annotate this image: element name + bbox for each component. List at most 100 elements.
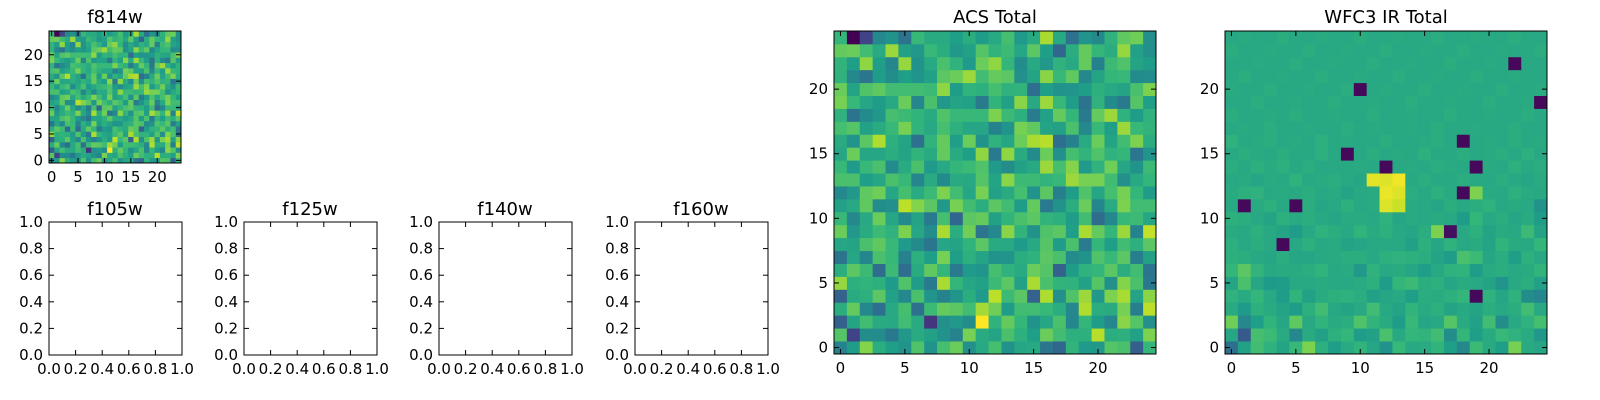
heatmap-cell <box>144 57 150 64</box>
heatmap-cell <box>91 147 97 153</box>
heatmap-cell <box>1379 121 1393 135</box>
heatmap-cell <box>846 56 861 71</box>
heatmap-cell <box>1340 160 1355 174</box>
heatmap-cell <box>1340 69 1355 84</box>
heatmap-cell <box>1379 56 1393 71</box>
heatmap-cell <box>1443 289 1458 303</box>
heatmap-cell <box>1014 69 1028 84</box>
heatmap-cell <box>1534 250 1548 264</box>
heatmap-cell <box>1104 224 1118 239</box>
heatmap-cell <box>1250 328 1265 342</box>
heatmap-cell <box>834 211 848 226</box>
heatmap-cell <box>872 237 886 252</box>
heatmap-cell <box>1482 341 1496 355</box>
heatmap-cell <box>117 41 124 48</box>
heatmap-cell <box>911 82 925 96</box>
heatmap-cell <box>1418 134 1432 148</box>
heatmap-cell <box>96 157 103 164</box>
heatmap-cell <box>1392 121 1406 135</box>
heatmap-cell <box>1237 315 1252 329</box>
heatmap-cell <box>70 52 76 58</box>
heatmap-cell <box>1117 211 1131 226</box>
y-tick-label: 0.6 <box>409 266 433 284</box>
heatmap-cell <box>70 141 76 148</box>
heatmap-cell <box>1130 31 1144 45</box>
heatmap-cell <box>1250 315 1265 329</box>
heatmap-cell <box>49 120 55 127</box>
heatmap-cell <box>149 46 155 53</box>
heatmap-cell <box>138 94 145 101</box>
heatmap-cell <box>872 211 886 226</box>
heatmap-cell <box>91 67 97 74</box>
heatmap-cell <box>1014 82 1028 96</box>
heatmap-cell <box>1456 237 1471 252</box>
heatmap-cell <box>1443 328 1458 342</box>
heatmap-cell <box>165 110 171 116</box>
heatmap-cell <box>165 67 171 74</box>
heatmap-cell <box>1065 328 1080 342</box>
heatmap-cell <box>1443 302 1458 316</box>
heatmap-cell <box>975 224 989 239</box>
heatmap-cell <box>1014 263 1028 277</box>
heatmap-cell <box>1052 328 1067 342</box>
heatmap-cell <box>1250 237 1265 252</box>
heatmap-cell <box>1508 276 1522 290</box>
heatmap-cell <box>1237 43 1252 58</box>
heatmap-cell <box>1379 134 1393 148</box>
heatmap-cell <box>1353 211 1368 226</box>
heatmap-cell <box>1117 95 1131 109</box>
heatmap-cell <box>1405 341 1419 355</box>
heatmap-cell <box>1495 198 1509 213</box>
heatmap-cell <box>1052 43 1067 58</box>
heatmap-cell <box>175 89 182 95</box>
heatmap-cell <box>54 99 60 106</box>
heatmap-cell <box>170 99 177 106</box>
heatmap-cell <box>1250 186 1265 200</box>
heatmap-cell <box>1027 31 1041 45</box>
x-tick-label: 1.0 <box>756 360 780 378</box>
heatmap-cell <box>988 237 1002 252</box>
heatmap-cell <box>70 157 76 164</box>
heatmap-cell <box>1482 69 1496 84</box>
y-tick-label: 0.8 <box>19 240 43 258</box>
heatmap-cell <box>107 141 113 148</box>
heatmap-cell <box>138 67 145 74</box>
heatmap-cell <box>872 69 886 84</box>
heatmap-cell <box>846 302 861 316</box>
heatmap-cell <box>85 46 92 53</box>
heatmap-cell <box>64 83 71 90</box>
heatmap-cell <box>144 104 150 111</box>
heatmap-cell <box>1366 341 1380 355</box>
heatmap-cell <box>154 78 161 85</box>
heatmap-cell <box>1392 341 1406 355</box>
heatmap-cell <box>1225 186 1239 200</box>
heatmap-cell <box>85 147 92 153</box>
heatmap-cell <box>988 134 1002 148</box>
heatmap-cell <box>165 73 171 79</box>
heatmap-cell <box>128 41 134 48</box>
heatmap-cell <box>1040 250 1054 264</box>
heatmap-cell <box>122 67 129 74</box>
heatmap-cell <box>834 237 848 252</box>
heatmap-cell <box>64 141 71 148</box>
heatmap-cell <box>1104 289 1118 303</box>
heatmap-cell <box>1508 289 1522 303</box>
heatmap-cell <box>70 67 76 74</box>
heatmap-cell <box>101 89 108 95</box>
y-tick-label: 15 <box>24 72 43 90</box>
x-tick-label: 10 <box>1351 359 1370 377</box>
heatmap-cell <box>911 198 925 213</box>
heatmap-cell <box>1456 211 1471 226</box>
heatmap-cell <box>159 57 166 64</box>
heatmap-cell <box>138 99 145 106</box>
heatmap-cell <box>937 56 951 71</box>
heatmap-cell <box>70 115 76 122</box>
heatmap-cell <box>1328 82 1342 96</box>
heatmap-cell <box>85 126 92 132</box>
heatmap-cell <box>1276 315 1290 329</box>
heatmap-cell <box>122 52 129 58</box>
heatmap-cell <box>1040 315 1054 329</box>
heatmap-cell <box>1534 198 1548 213</box>
heatmap-cell <box>170 73 177 79</box>
heatmap-cell <box>911 134 925 148</box>
